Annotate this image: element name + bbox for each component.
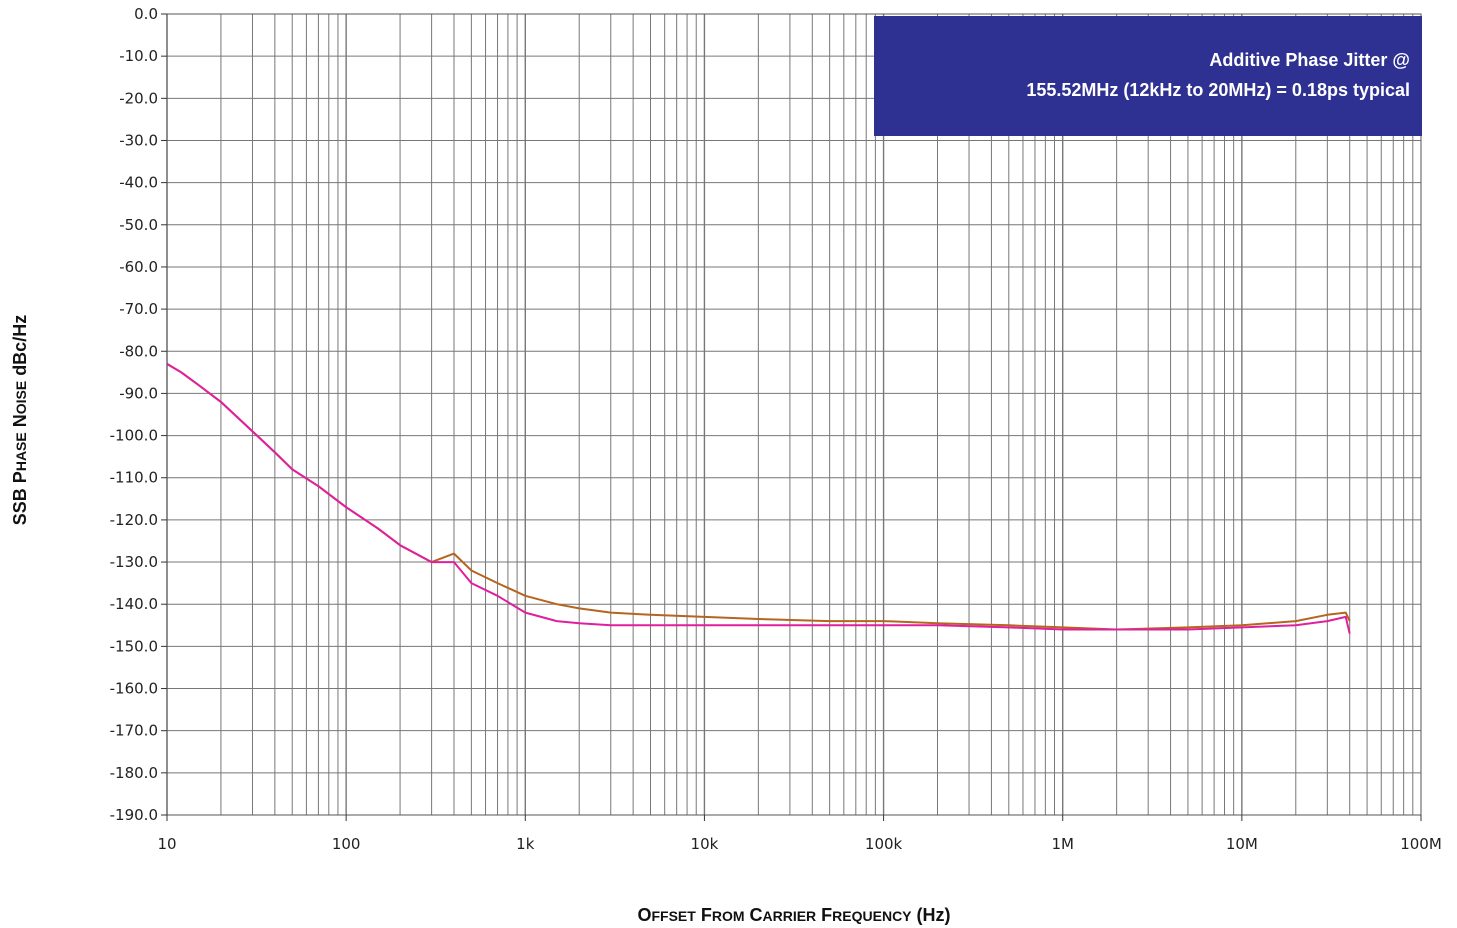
y-tick-label: -10.0 [119, 47, 158, 65]
x-tick-labels: 10 100 1k 10k 100k 1M 10M 100M [157, 815, 1442, 853]
annotation-line-2: 155.52MHz (12kHz to 20MHz) = 0.18ps typi… [1026, 80, 1410, 100]
series-line-2 [166, 363, 1351, 634]
y-tick-label: -60.0 [119, 258, 158, 276]
y-tick-label: -90.0 [119, 384, 158, 402]
y-tick-label: -100.0 [110, 427, 158, 445]
series-layer [166, 363, 1351, 634]
y-tick-label: -160.0 [110, 680, 158, 698]
y-tick-label: -30.0 [119, 131, 158, 149]
y-tick-label: -150.0 [110, 637, 158, 655]
y-tick-label: -20.0 [119, 89, 158, 107]
plot-background [167, 14, 1421, 815]
y-tick-label: -110.0 [110, 469, 158, 487]
y-tick-label: 0.0 [134, 5, 158, 23]
y-tick-label: -170.0 [110, 722, 158, 740]
annotation-background [874, 16, 1422, 136]
annotation-line-1: Additive Phase Jitter @ [1209, 50, 1410, 70]
grid [166, 13, 1421, 816]
x-tick-label: 1M [1051, 835, 1074, 853]
x-tick-label: 10M [1226, 835, 1258, 853]
y-tick-label: -120.0 [110, 511, 158, 529]
y-tick-labels: 0.0 -10.0 -20.0 -30.0 -40.0 -50.0 -60.0 -70.0 -8… [110, 5, 167, 824]
x-tick-label: 1k [516, 835, 535, 853]
y-tick-label: -130.0 [110, 553, 158, 571]
y-tick-label: -40.0 [119, 174, 158, 192]
x-tick-label: 10k [691, 835, 719, 853]
y-tick-label: -140.0 [110, 595, 158, 613]
y-tick-label: -180.0 [110, 764, 158, 782]
x-tick-label: 100 [332, 835, 361, 853]
y-tick-label: -80.0 [119, 342, 158, 360]
plot-frame [166, 13, 1422, 816]
annotation-box: Additive Phase Jitter @ 155.52MHz (12kHz… [874, 16, 1422, 136]
x-axis-title: OFFSET FROM CARRIER FREQUENCY (Hz) [637, 905, 950, 925]
y-tick-label: -190.0 [110, 806, 158, 824]
y-tick-label: -70.0 [119, 300, 158, 318]
y-tick-label: -50.0 [119, 216, 158, 234]
x-tick-label: 10 [157, 835, 176, 853]
x-tick-label: 100M [1400, 835, 1442, 853]
x-tick-label: 100k [865, 835, 903, 853]
y-axis-title: SSB PHASE NOISE dBc/Hz [10, 315, 30, 525]
